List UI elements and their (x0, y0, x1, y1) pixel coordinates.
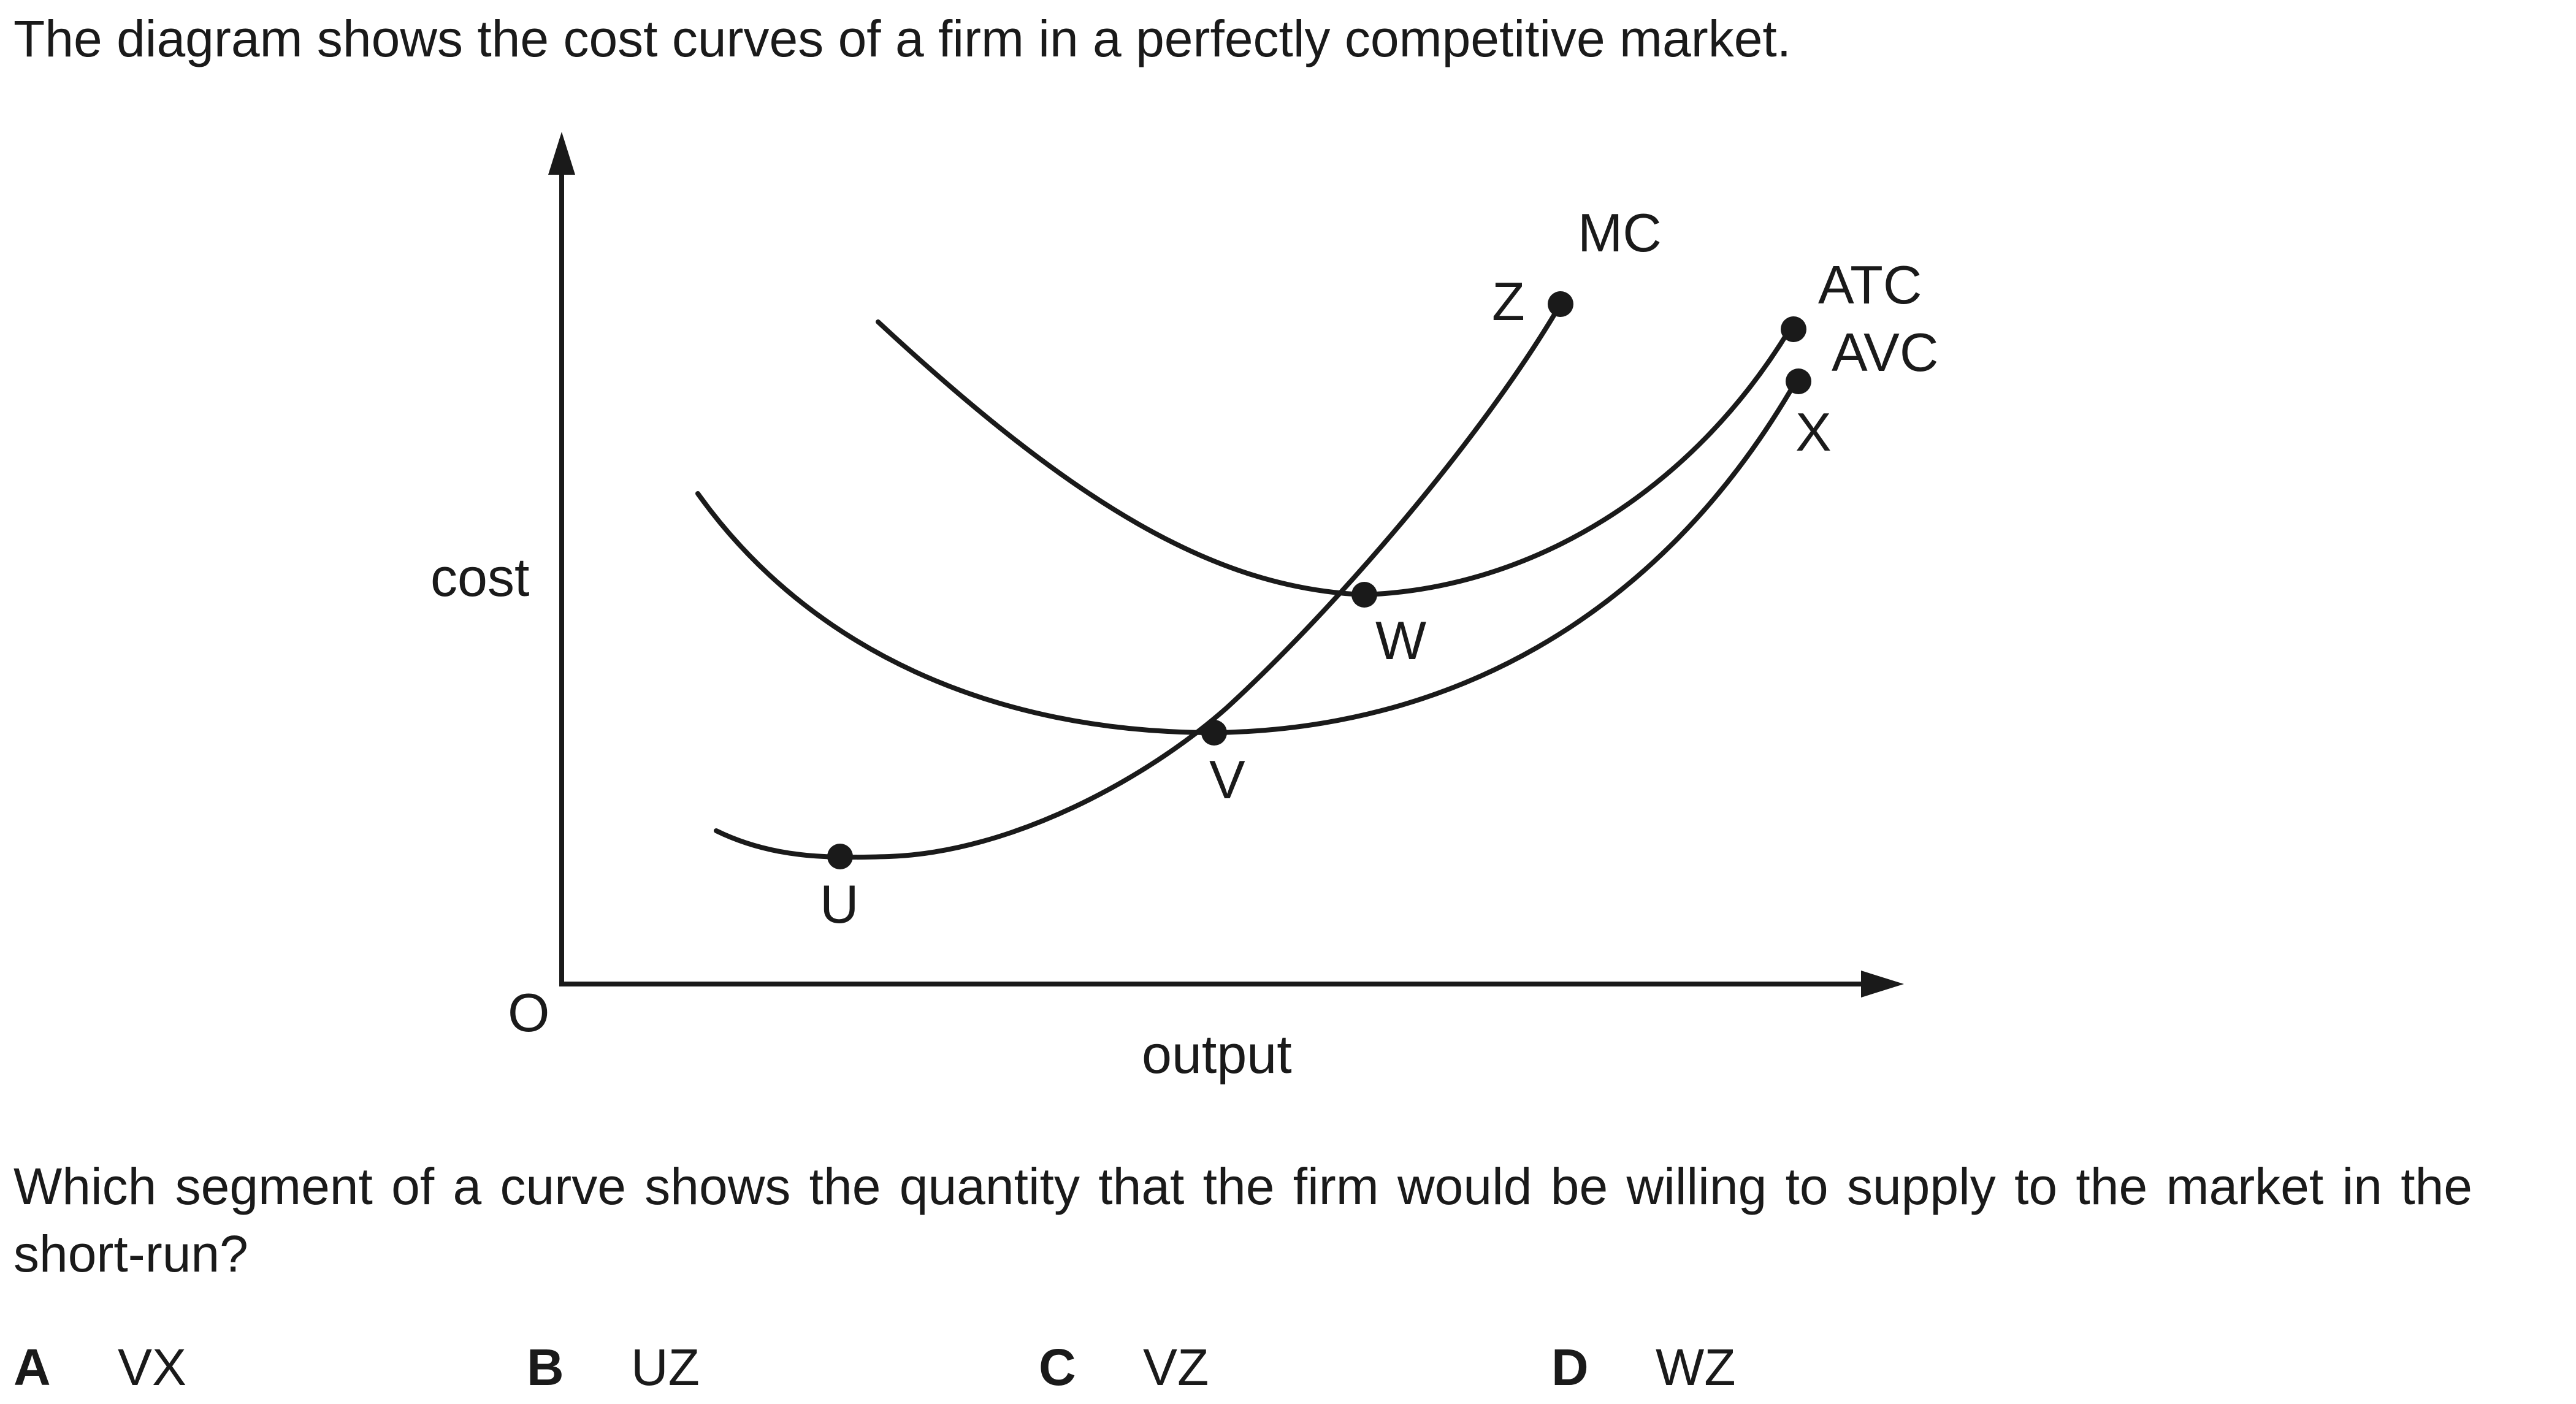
point-v-dot (1201, 720, 1227, 746)
intro-text: The diagram shows the cost curves of a f… (13, 10, 1792, 67)
mc-curve (714, 302, 1563, 860)
option-d-letter: D (1551, 1338, 1589, 1396)
avc-curve (695, 378, 1799, 736)
point-atc-end-dot (1781, 316, 1806, 342)
point-w-label: W (1375, 610, 1426, 671)
atc-curve (876, 319, 1793, 598)
x-axis-label: output (1142, 1024, 1292, 1085)
atc-label: ATC (1818, 254, 1922, 315)
option-b-text: UZ (631, 1338, 700, 1396)
option-c-text: VZ (1143, 1338, 1209, 1396)
point-z-dot (1548, 291, 1573, 317)
option-b[interactable]: B UZ (527, 1337, 700, 1398)
point-v-label: V (1209, 749, 1245, 810)
point-u-dot (827, 844, 853, 869)
answer-options: A VX B UZ C VZ D WZ (13, 1337, 2528, 1404)
option-c[interactable]: C VZ (1039, 1337, 1209, 1398)
option-d[interactable]: D WZ (1551, 1337, 1736, 1398)
y-axis-arrow (548, 132, 575, 175)
option-a-letter: A (13, 1338, 51, 1396)
point-w-dot (1351, 582, 1377, 608)
avc-label: AVC (1832, 322, 1938, 383)
origin-label: O (508, 982, 549, 1043)
y-axis-label: cost (430, 547, 529, 608)
option-a[interactable]: A VX (13, 1337, 186, 1398)
option-a-text: VX (118, 1338, 187, 1396)
point-u-label: U (820, 874, 859, 934)
mc-label: MC (1578, 202, 1662, 263)
point-x-dot (1786, 368, 1811, 394)
x-axis-arrow (1861, 971, 1904, 998)
point-z-label: Z (1492, 271, 1525, 332)
question-text: Which segment of a curve shows the quant… (13, 1158, 2472, 1283)
option-d-text: WZ (1656, 1338, 1736, 1396)
option-b-letter: B (527, 1338, 564, 1396)
option-c-letter: C (1039, 1338, 1076, 1396)
point-x-label: X (1795, 402, 1832, 462)
